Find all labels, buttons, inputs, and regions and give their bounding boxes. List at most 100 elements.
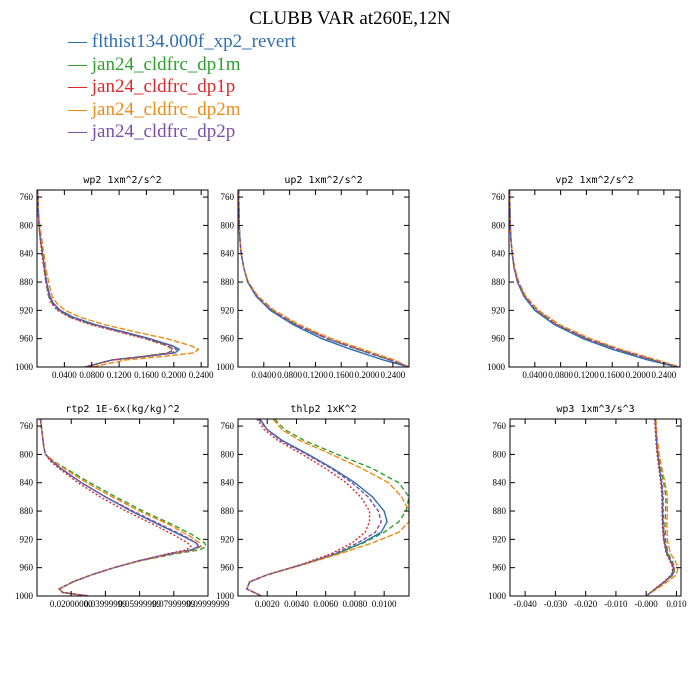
series-line-5: [245, 419, 382, 596]
y-tick-label: 760: [493, 421, 507, 431]
x-tick-label: 0.0400: [522, 370, 547, 380]
y-tick-label: 880: [221, 506, 235, 516]
y-tick-label: 1000: [216, 591, 235, 601]
series-line-3: [509, 190, 679, 367]
x-tick-label: 0.0800: [277, 370, 302, 380]
y-tick-label: 800: [20, 220, 34, 230]
y-tick-label: 840: [221, 249, 235, 259]
x-tick-label: 0.1600: [600, 370, 625, 380]
plot-frame: [36, 418, 209, 597]
y-tick-label: 960: [20, 334, 34, 344]
x-tick-label: -0.030: [544, 599, 568, 609]
legend: — flthist134.000f_xp2_revert — jan24_cldf…: [68, 31, 296, 144]
y-tick-label: 760: [20, 421, 34, 431]
y-tick-label: 920: [493, 534, 507, 544]
y-tick-label: 800: [493, 449, 507, 459]
series-line-3: [645, 419, 674, 596]
x-tick-label: 0.0400: [251, 370, 276, 380]
plot-frame: [237, 189, 410, 368]
series-line-3: [37, 190, 175, 367]
x-tick-label: 0.0080: [343, 599, 368, 609]
legend-item: — jan24_cldfrc_dp1m: [68, 53, 241, 75]
y-tick-label: 1000: [487, 362, 506, 372]
series-line-4: [245, 419, 409, 596]
y-tick-label: 840: [20, 478, 34, 488]
plot-frame: [509, 418, 682, 597]
panel-4: rtp2 1E-6x(kg/kg)^2 760 800 840 880 920 960 100…: [15, 404, 230, 609]
y-tick-label: 920: [20, 534, 34, 544]
x-tick-label: 0.1600: [329, 370, 354, 380]
plot-frame: [508, 189, 681, 368]
y-tick-label: 880: [20, 506, 34, 516]
y-tick-label: 1000: [488, 591, 507, 601]
x-tick-label: 0.0020: [255, 599, 280, 609]
x-tick-label: 0.1200: [107, 370, 132, 380]
x-tick-label: 0.05999999: [118, 599, 161, 609]
y-tick-label: 880: [20, 277, 34, 287]
y-tick-label: 760: [20, 192, 34, 202]
plot-frame: [237, 418, 410, 597]
y-tick-label: 1000: [15, 362, 34, 372]
legend-item: — flthist134.000f_xp2_revert: [68, 31, 296, 52]
series-line-2: [509, 190, 679, 367]
x-tick-label: 0.07999999: [152, 599, 195, 609]
y-tick-label: 920: [221, 305, 235, 315]
series-line-1: [509, 190, 677, 367]
y-tick-label: 920: [20, 305, 34, 315]
x-tick-label: 0.2000: [161, 370, 186, 380]
y-tick-label: 1000: [216, 362, 235, 372]
y-tick-label: 760: [492, 192, 506, 202]
series-line-2: [245, 419, 409, 596]
series-line-3: [238, 190, 409, 367]
plot-frame: [36, 189, 209, 368]
y-tick-label: 1000: [15, 591, 34, 601]
y-tick-label: 840: [20, 249, 34, 259]
legend-item: — jan24_cldfrc_dp1p: [68, 76, 236, 97]
series-line-5: [509, 190, 679, 367]
panel-6: wp3 1xm^3/s^3 760 800 840 880 920 960 1000 -0.04…: [488, 404, 687, 609]
x-tick-label: -0.010: [604, 599, 628, 609]
y-tick-label: 760: [221, 421, 235, 431]
x-tick-label: 0.2000: [355, 370, 380, 380]
panel-5: thlp2 1xK^2 760 800 840 880 920 960 1000 0.0020 0…: [216, 404, 410, 609]
legend-item: — jan24_cldfrc_dp2m: [68, 98, 241, 120]
x-tick-label: 0.0400: [52, 370, 77, 380]
panel-title: thlp2 1xK^2: [290, 404, 356, 415]
y-tick-label: 920: [492, 305, 506, 315]
y-tick-label: 960: [492, 334, 506, 344]
x-tick-label: 0.0800: [548, 370, 573, 380]
x-tick-label: -0.020: [574, 599, 598, 609]
y-tick-label: 960: [221, 334, 235, 344]
y-tick-label: 960: [221, 563, 235, 573]
x-tick-label: 0.2400: [651, 370, 676, 380]
x-tick-label: 0.03999999: [84, 599, 127, 609]
y-tick-label: 960: [20, 563, 34, 573]
y-tick-label: 880: [493, 506, 507, 516]
series-line-5: [37, 190, 178, 367]
x-tick-label: 0.0800: [79, 370, 104, 380]
x-tick-label: 0.1200: [303, 370, 328, 380]
panel-title: rtp2 1E-6x(kg/kg)^2: [65, 404, 179, 415]
series-line-5: [645, 419, 675, 596]
x-tick-label: 0.09999999: [187, 599, 230, 609]
panel-title: wp2 1xm^2/s^2: [83, 175, 161, 186]
y-tick-label: 920: [221, 534, 235, 544]
y-tick-label: 960: [493, 563, 507, 573]
y-tick-label: 800: [221, 449, 235, 459]
panel-title: wp3 1xm^3/s^3: [556, 404, 634, 415]
panel-3: vp2 1xm^2/s^2 760 800 840 880 920 960 1000 0.040…: [487, 175, 681, 380]
panel-title: vp2 1xm^2/s^2: [555, 175, 633, 186]
x-tick-label: 0.010: [666, 599, 687, 609]
x-tick-label: 0.0060: [313, 599, 338, 609]
y-tick-label: 840: [493, 478, 507, 488]
series-line-1: [238, 190, 409, 367]
x-tick-label: -0.040: [514, 599, 538, 609]
figure-title: CLUBB VAR at260E,12N: [249, 8, 451, 29]
x-tick-label: 0.02000000: [50, 599, 93, 609]
y-tick-label: 880: [221, 277, 235, 287]
x-tick-label: 0.2000: [626, 370, 651, 380]
series-line-1: [37, 190, 181, 367]
y-tick-label: 760: [221, 192, 235, 202]
y-tick-label: 840: [221, 478, 235, 488]
